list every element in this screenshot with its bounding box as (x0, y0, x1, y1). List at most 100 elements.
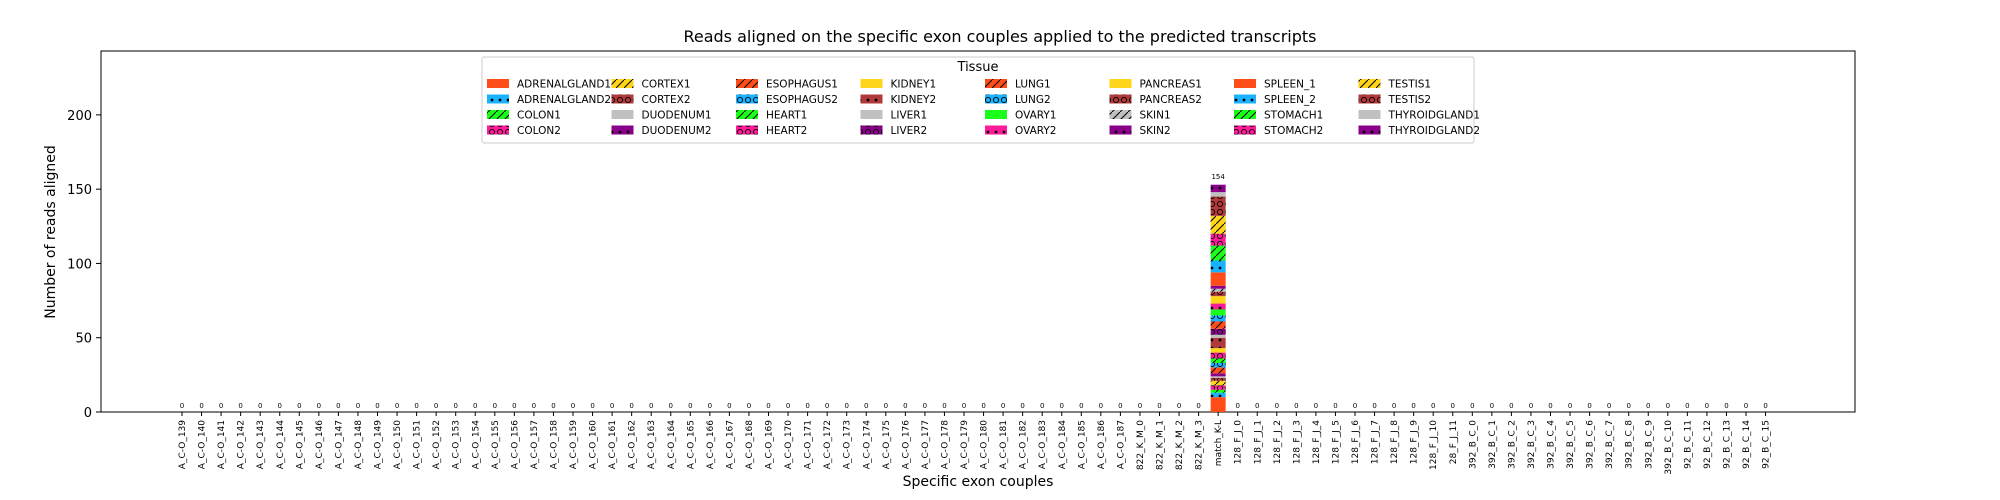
chart-title: Reads aligned on the specific exon coupl… (683, 27, 1316, 46)
x-tick-label: A_C-O_168 (745, 420, 755, 469)
legend-label: OVARY2 (1015, 125, 1057, 137)
x-tick-label: A_C-O_173 (843, 420, 853, 469)
bar-total-label: 154 (1211, 173, 1225, 181)
bar-total-label: 0 (1079, 402, 1083, 410)
plot-area (100, 50, 1856, 413)
x-tick-label: A_C-O_148 (354, 420, 364, 469)
legend-swatch (487, 110, 509, 119)
x-tick-label: A_C-O_144 (276, 420, 286, 469)
legend-swatch (1109, 79, 1132, 88)
x-tick-label: 128_F_J_5 (1331, 420, 1341, 464)
legend-swatch (611, 94, 634, 104)
bar-segment-spleen_2 (1210, 260, 1226, 273)
bar-total-label: 0 (551, 402, 555, 410)
bar-total-label: 0 (903, 402, 907, 410)
bar-total-label: 0 (981, 402, 985, 410)
x-tick-label: A_C-O_186 (1097, 420, 1107, 469)
legend-label: KIDNEY1 (891, 79, 937, 91)
x-tick-label: 822_K_M_0 (1136, 420, 1146, 470)
bar-total-label: 0 (1060, 402, 1064, 410)
x-tick-label: 392_B_C_4 (1547, 420, 1557, 469)
bar-total-label: 0 (571, 402, 575, 410)
x-tick-label: A_C-O_184 (1058, 420, 1068, 469)
x-tick-label: A_C-O_160 (589, 420, 599, 469)
bar-total-label: 0 (532, 402, 536, 410)
x-tick-label: A_C-O_149 (374, 420, 384, 469)
x-tick-label: 92_B_C_11 (1683, 420, 1693, 469)
x-tick-label: A_C-O_151 (413, 420, 423, 469)
bar-segment-pancreas2 (1210, 291, 1226, 297)
bar-total-label: 0 (473, 402, 477, 410)
bar-segment-duodenum1 (1210, 376, 1226, 378)
x-tick-label: 92_B_C_15 (1762, 420, 1772, 469)
legend-swatch (860, 125, 883, 135)
legend-swatch (860, 110, 883, 119)
bar-segment-lung2 (1210, 315, 1226, 322)
bar-total-label: 0 (942, 402, 946, 410)
bar-total-label: 0 (1099, 402, 1103, 410)
x-tick-label: 128_F_J_9 (1410, 420, 1420, 465)
x-tick-label: 822_K_M_2 (1175, 420, 1185, 470)
legend-swatch (611, 125, 634, 135)
bar-total-label: 0 (297, 402, 301, 410)
bar-total-label: 0 (1020, 402, 1024, 410)
bar-segment-testis1 (1210, 215, 1226, 234)
bar-segment-skin2 (1210, 285, 1226, 289)
x-tick-label: A_C-O_153 (452, 420, 462, 469)
x-tick-label: 128_F_J_6 (1351, 420, 1361, 465)
x-tick-label: 28_F_J_11 (1449, 420, 1459, 464)
x-tick-label: 392_B_C_1 (1488, 420, 1498, 469)
legend-label: DUODENUM1 (642, 110, 712, 122)
bar-total-label: 0 (923, 402, 927, 410)
legend-swatch (1109, 94, 1132, 104)
x-tick-label: A_C-O_166 (706, 420, 716, 469)
bar-total-label: 0 (669, 402, 673, 410)
x-tick-label: A_C-O_154 (471, 420, 481, 469)
bar-total-label: 0 (1275, 402, 1279, 410)
bar-total-label: 0 (1314, 402, 1318, 410)
x-tick-label: 92_B_C_13 (1722, 420, 1732, 469)
bar-total-label: 0 (356, 402, 360, 410)
x-tick-label: A_C-O_145 (295, 420, 305, 469)
x-tick-label: A_C-O_170 (784, 420, 794, 469)
bar-total-label: 0 (199, 402, 203, 410)
bar-segment-pancreas1 (1210, 296, 1226, 304)
bar-total-label: 0 (238, 402, 242, 410)
bar-total-label: 0 (1353, 402, 1357, 410)
bar-total-label: 0 (844, 402, 848, 410)
legend-label: OVARY1 (1015, 110, 1057, 122)
legend-swatch (1109, 125, 1132, 135)
legend-swatch (736, 79, 758, 88)
bar-total-label: 0 (1177, 402, 1181, 410)
legend-label: SKIN1 (1140, 110, 1171, 122)
legend-swatch (985, 125, 1007, 135)
bar-total-label: 0 (1626, 402, 1630, 410)
bar-segment-heart2 (1210, 352, 1226, 359)
legend-title: Tissue (957, 60, 999, 75)
bar-total-label: 0 (962, 402, 966, 410)
x-tick-label: 128_F_J_0 (1234, 420, 1244, 465)
bar-segment-stomach2 (1210, 233, 1226, 246)
x-tick-label: A_C-O_175 (882, 420, 892, 469)
x-tick-label: 392_B_C_6 (1586, 420, 1596, 469)
x-tick-label: A_C-O_180 (980, 420, 990, 469)
bars (1210, 184, 1226, 412)
legend-swatch (736, 94, 758, 104)
bar-total-label: 0 (825, 402, 829, 410)
legend-box (481, 56, 1475, 144)
bar-total-label: 0 (1431, 402, 1435, 410)
bar-total-label: 0 (1392, 402, 1396, 410)
legend-label: LIVER2 (891, 125, 928, 137)
legend-swatch (1234, 110, 1256, 119)
bar-total-label: 0 (688, 402, 692, 410)
bar-total-label: 0 (453, 402, 457, 410)
bar-total-label: 0 (1490, 402, 1494, 410)
y-tick-label: 100 (67, 257, 92, 272)
bar-total-label: 0 (590, 402, 594, 410)
bar-total-label: 0 (1509, 402, 1513, 410)
bar-total-label: 0 (1138, 402, 1142, 410)
bar-total-label: 0 (1118, 402, 1122, 410)
x-tick-label: 392_B_C_9 (1644, 420, 1654, 469)
bar-total-label: 0 (1294, 402, 1298, 410)
x-tick-label: 392_B_C_2 (1507, 420, 1517, 469)
